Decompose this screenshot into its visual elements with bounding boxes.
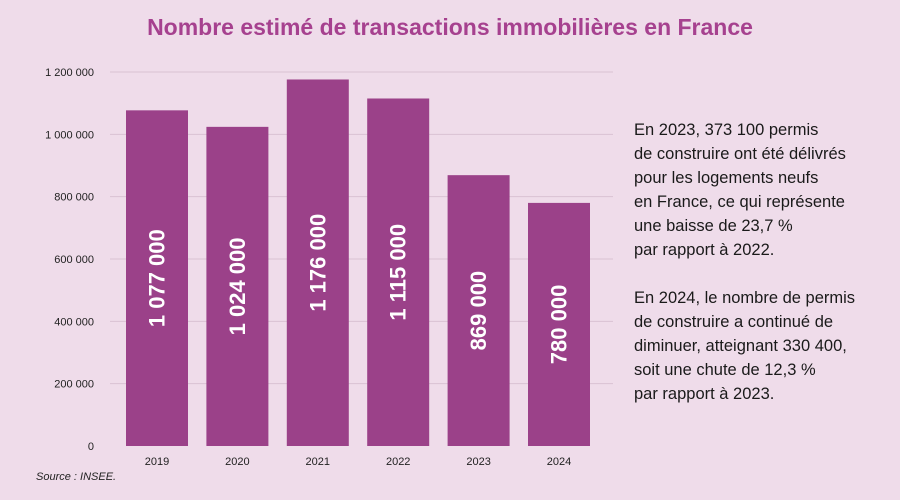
source-note: Source : INSEE. [36,471,117,483]
y-tick-label: 400 000 [54,316,94,328]
bar-2023 [447,175,510,446]
y-tick-label: 1 200 000 [45,67,94,79]
bar-2024 [528,202,590,446]
y-axis: 0 200 000 400 000 600 000 800 000 1 000 000 1 … [45,67,94,453]
y-tick-label: 800 000 [54,192,94,204]
bar-2020 [206,126,269,446]
x-tick-label: 2022 [386,456,410,468]
side-annotation: En 2023, 373 100 permis de construire on… [634,118,896,430]
data-label-2024: 780 000 [547,285,572,365]
annotation-2023: En 2023, 373 100 permis de construire on… [634,121,846,259]
y-tick-label: 200 000 [54,379,94,391]
data-label-2023: 869 000 [466,271,491,351]
y-tick-label: 1 000 000 [45,129,94,141]
bar-2019 [126,110,188,447]
chart-title: Nombre estimé de transactions immobilièr… [147,14,753,40]
data-label-2021: 1 176 000 [305,214,330,312]
data-label-2019: 1 077 000 [145,229,170,327]
y-tick-label: 0 [88,441,94,453]
x-axis: 2019 2020 2021 2022 2023 2024 [145,456,571,468]
x-tick-label: 2024 [547,456,571,468]
y-tick-label: 600 000 [54,254,94,266]
annotation-2024: En 2024, le nombre de permis de construi… [634,289,856,403]
x-tick-label: 2023 [466,456,490,468]
bar-2021 [286,79,349,446]
data-label-2020: 1 024 000 [225,237,250,335]
bar-2022 [367,98,430,446]
x-tick-label: 2020 [225,456,249,468]
gridlines [110,71,613,385]
bars: 1 077 000 1 024 000 1 176 000 1 115 000 869 … [126,79,590,447]
data-label-2022: 1 115 000 [386,224,411,321]
x-tick-label: 2021 [306,456,330,468]
x-tick-label: 2019 [145,456,169,468]
